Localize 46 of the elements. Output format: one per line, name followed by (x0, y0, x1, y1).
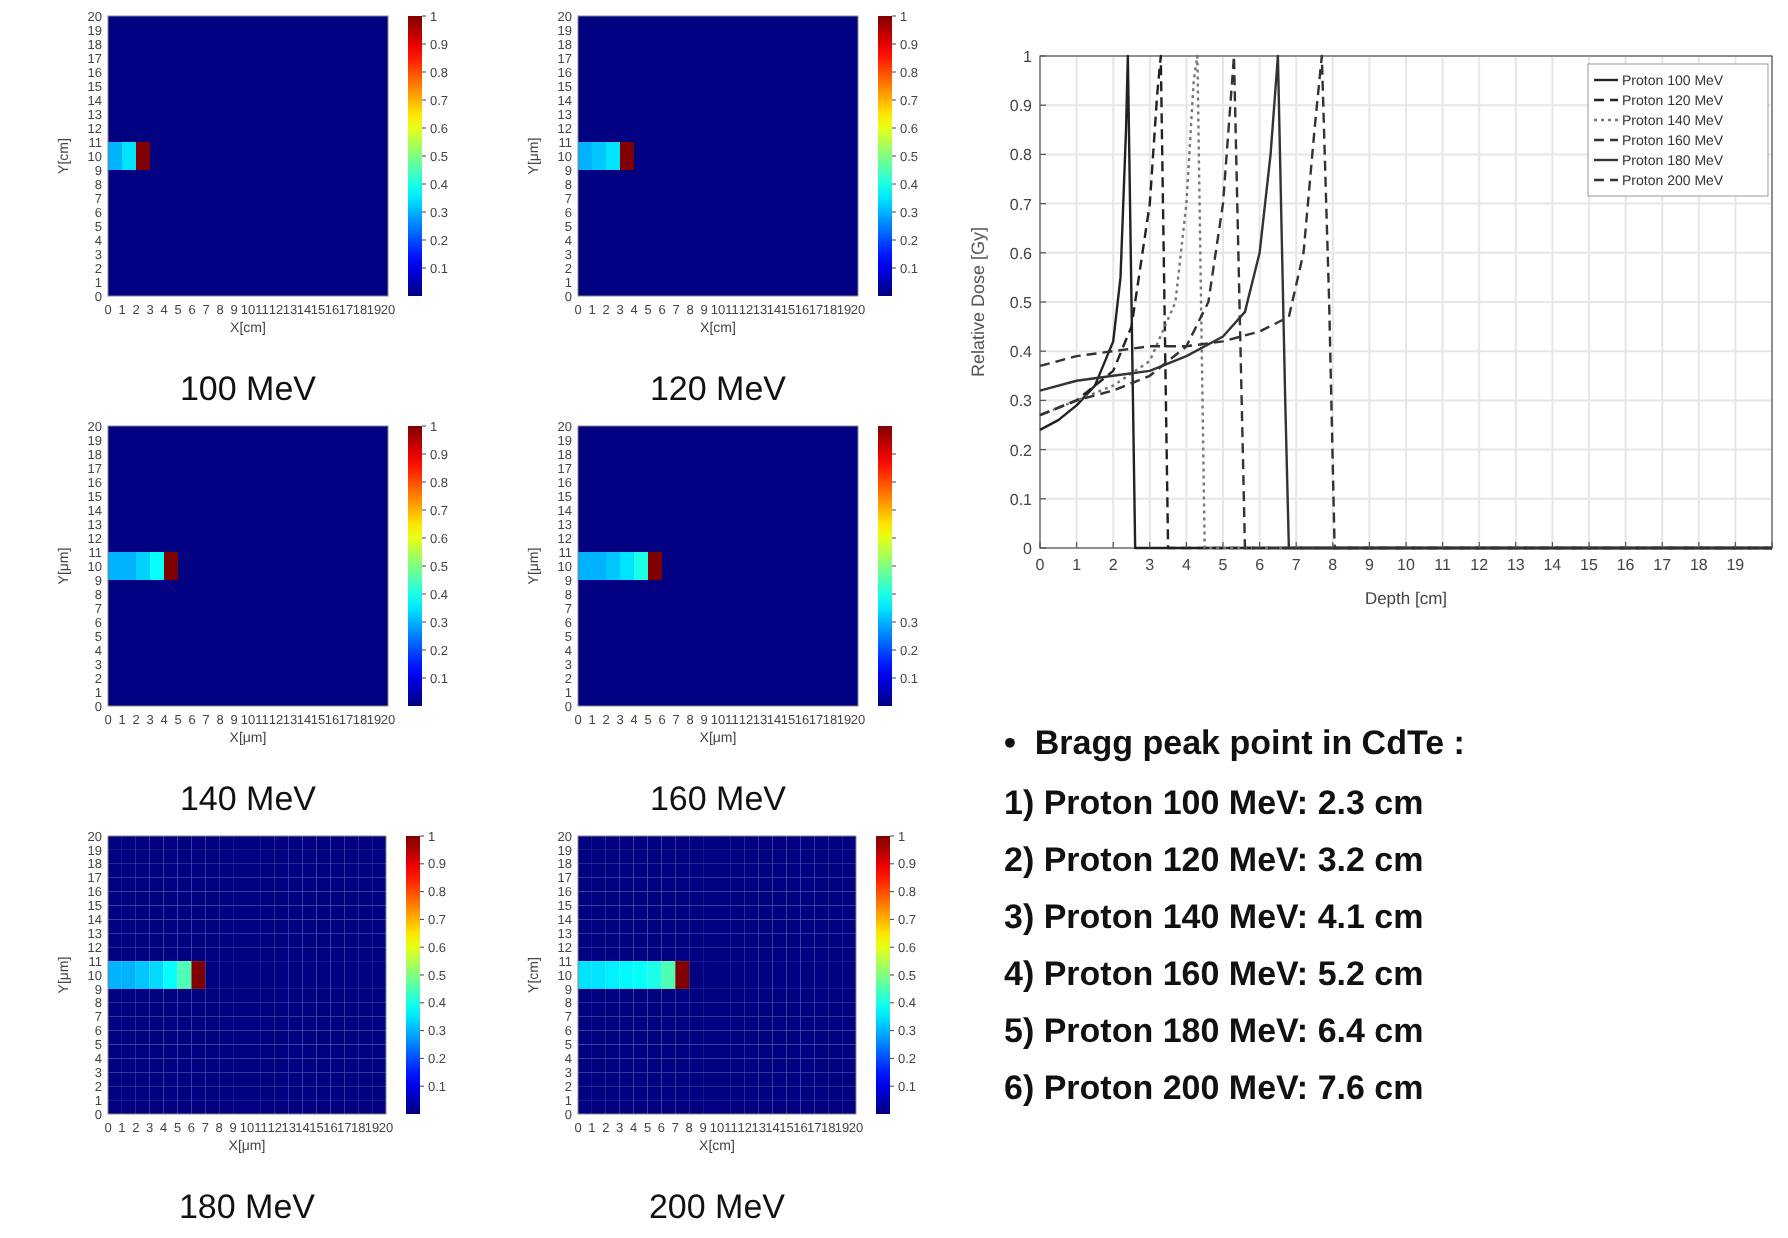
x-tick-label: 7 (1291, 556, 1302, 574)
y-tick-label: 0.6 (1009, 244, 1034, 263)
text: 1) Proton 100 MeV: 2.3 cm (1004, 784, 1424, 822)
text: 5) Proton 180 MeV: 6.4 cm (1004, 1012, 1424, 1050)
x-tick-label: 4 (1181, 556, 1192, 574)
text: 2) Proton 120 MeV: 3.2 cm (1004, 841, 1424, 879)
text: 100 MeV (179, 370, 318, 408)
x-tick-label: 8 (1328, 556, 1339, 574)
y-tick-label: 0.7 (1009, 195, 1034, 214)
text: 4) Proton 160 MeV: 5.2 cm (1004, 955, 1424, 993)
x-tick-label: 19 (1726, 556, 1746, 574)
x-tick-label: 12 (1470, 556, 1490, 574)
x-tick-label: 15 (1580, 556, 1599, 574)
text: 140 MeV (179, 780, 318, 818)
x-tick-label: 5 (1218, 556, 1229, 574)
text: 200 MeV (648, 1188, 787, 1226)
x-tick-label: 3 (1145, 556, 1156, 574)
x-tick-label: 11 (1434, 556, 1452, 574)
y-tick-label: 0 (1023, 540, 1034, 558)
y-tick-label: 0.8 (1009, 146, 1034, 165)
text: 6) Proton 200 MeV: 7.6 cm (1004, 1069, 1424, 1107)
x-tick-label: 14 (1543, 556, 1563, 574)
x-tick-label: 2 (1108, 556, 1119, 574)
x-tick-label: 6 (1255, 556, 1266, 574)
x-tick-label: 9 (1364, 556, 1375, 574)
x-tick-label: 10 (1397, 556, 1416, 574)
text: 180 MeV (178, 1188, 317, 1226)
text: 3) Proton 140 MeV: 4.1 cm (1004, 898, 1424, 936)
x-tick-label: 16 (1616, 556, 1636, 574)
text: • Bragg peak point in CdTe : (1004, 724, 1465, 762)
y-tick-label: 0.2 (1009, 441, 1034, 460)
y-tick-label: 0.4 (1009, 343, 1034, 362)
y-tick-label: 0.3 (1009, 392, 1034, 411)
x-tick-label: 1 (1072, 556, 1083, 574)
x-tick-label: 0 (1035, 556, 1046, 574)
y-tick-label: 1 (1023, 48, 1034, 66)
y-tick-label: 0.1 (1009, 490, 1034, 509)
y-tick-label: 0.9 (1009, 97, 1034, 116)
text: 160 MeV (649, 780, 788, 818)
y-tick-label: 0.5 (1009, 294, 1034, 312)
x-tick-label: 17 (1653, 556, 1673, 574)
x-tick-label: 13 (1506, 556, 1526, 574)
x-tick-label: 18 (1689, 556, 1709, 574)
text: 120 MeV (649, 370, 788, 408)
y-axis-title: Relative Dose [Gy] (968, 226, 988, 378)
x-axis-title: Depth [cm] (1364, 588, 1448, 608)
